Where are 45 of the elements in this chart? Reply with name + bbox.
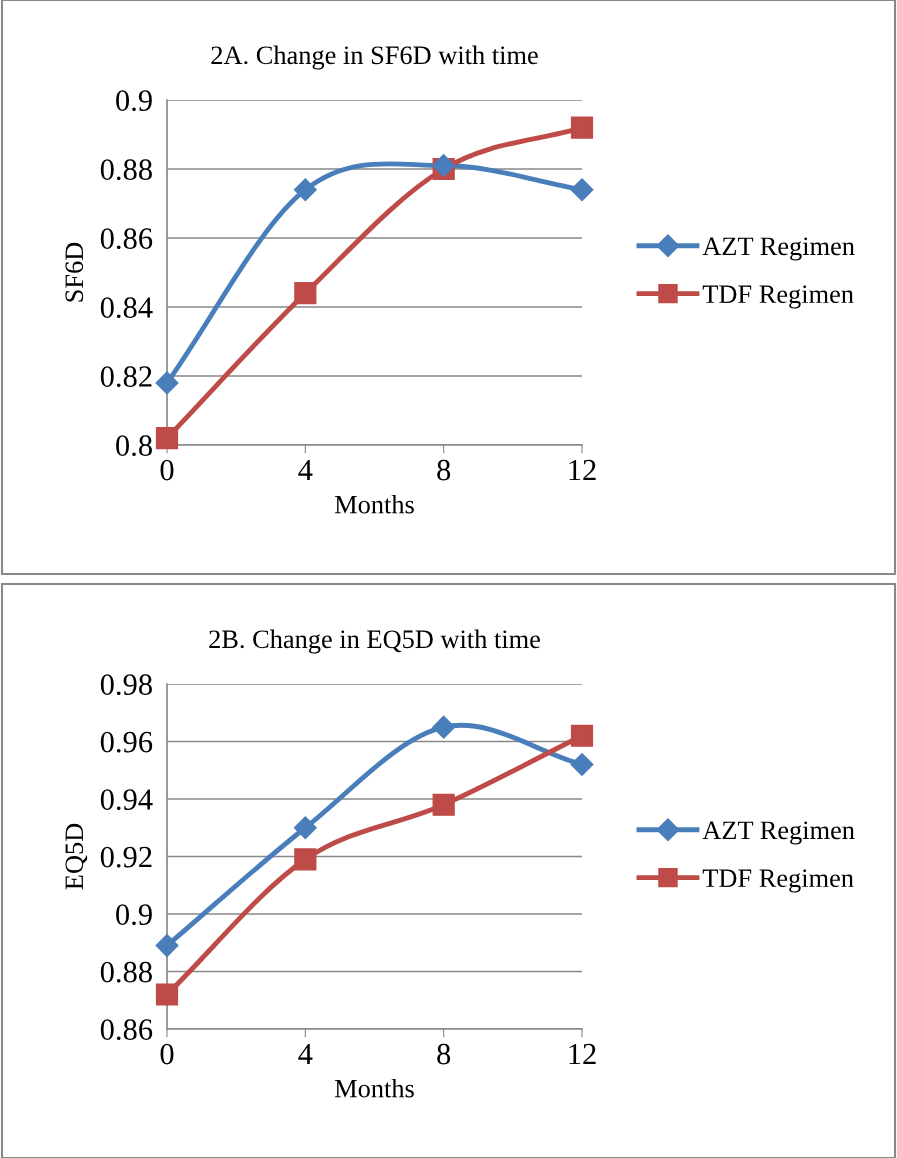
point: [570, 724, 594, 747]
x-tick-label: 0: [160, 459, 174, 481]
y-tick-label: 0.82: [100, 366, 152, 388]
point: [294, 848, 317, 871]
x-tick-label: 4: [298, 459, 313, 481]
point: [293, 178, 317, 202]
x-axis-title: Months: [334, 1078, 414, 1098]
chart-title: 2B. Change in EQ5D with time: [209, 629, 540, 654]
point: [570, 116, 594, 139]
y-tick-label: 0.8: [116, 435, 152, 457]
y-tick-label: 0.96: [100, 731, 153, 753]
y-tick-label: 0.84: [100, 297, 153, 319]
legend-label: AZT Regimen: [702, 237, 855, 261]
y-tick-label: 0.94: [100, 789, 153, 811]
point: [155, 983, 179, 1006]
point: [293, 816, 317, 840]
x-axis-title: Months: [334, 494, 414, 514]
y-tick-label: 0.9: [116, 90, 152, 112]
point: [155, 934, 179, 958]
legend-label: TDF Regimen: [702, 285, 854, 309]
point: [294, 282, 317, 305]
y-tick-label: 0.86: [100, 1019, 153, 1041]
y-tick-label: 0.88: [100, 159, 152, 181]
x-tick-label: 8: [437, 459, 451, 481]
y-tick-label: 0.86: [100, 228, 153, 250]
y-tick-label: 0.9: [116, 904, 152, 926]
point: [155, 426, 179, 450]
x-tick-label: 0: [160, 1043, 174, 1065]
point: [570, 753, 594, 776]
point: [155, 371, 179, 395]
legend-label: AZT Regimen: [702, 821, 855, 845]
point: [432, 793, 455, 816]
x-tick-label: 4: [298, 1043, 313, 1065]
y-axis-title: SF6D: [65, 242, 84, 302]
chart-title: 2A. Change in SF6D with time: [211, 45, 538, 70]
y-axis-title: EQ5D: [65, 823, 88, 890]
legend-label: TDF Regimen: [702, 869, 854, 893]
x-tick-label: 12: [569, 459, 596, 481]
point: [432, 715, 456, 739]
y-tick-label: 0.92: [100, 846, 152, 868]
x-tick-label: 12: [569, 1043, 596, 1065]
point: [570, 178, 594, 202]
x-tick-label: 8: [437, 1043, 451, 1065]
y-tick-label: 0.88: [100, 961, 152, 983]
y-tick-label: 0.98: [100, 674, 152, 696]
